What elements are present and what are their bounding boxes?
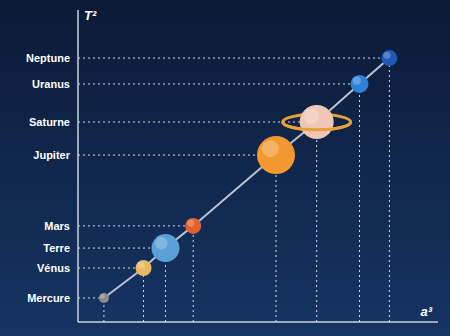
svg-text:T²: T² (84, 8, 97, 23)
svg-text:Mars: Mars (44, 220, 70, 232)
svg-text:Vénus: Vénus (37, 262, 70, 274)
svg-text:Saturne: Saturne (29, 116, 70, 128)
svg-text:Uranus: Uranus (32, 78, 70, 90)
svg-text:Mercure: Mercure (27, 292, 70, 304)
svg-text:a³: a³ (420, 304, 432, 319)
svg-text:Jupiter: Jupiter (33, 149, 70, 161)
svg-text:Neptune: Neptune (26, 52, 70, 64)
svg-text:Terre: Terre (43, 242, 70, 254)
